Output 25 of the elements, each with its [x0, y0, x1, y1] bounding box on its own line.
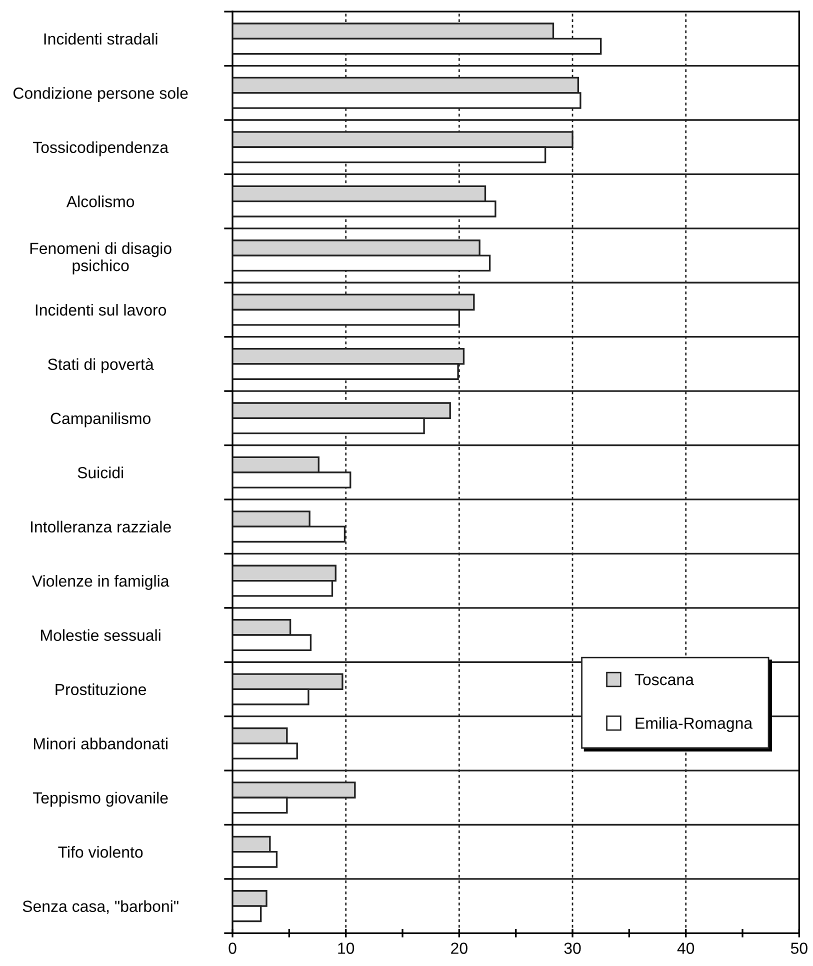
- y-tick-label: Suicidi: [78, 466, 124, 478]
- y-tick-label: Condizione persone sole: [13, 87, 188, 102]
- y-tick-label: Prostituzione: [56, 683, 146, 696]
- y-tick-label: Intolleranza razziale: [31, 520, 171, 533]
- legend-label: Toscana: [634, 674, 694, 686]
- y-tick-label: Tossicodipendenza: [33, 141, 169, 156]
- y-tick-label: Incidenti sul lavoro: [36, 304, 166, 316]
- y-tick-label: Molestie sessuali: [41, 629, 160, 641]
- y-tick-label: Violenze in famiglia: [32, 575, 170, 590]
- x-tick-label: 0: [228, 942, 236, 954]
- y-tick-label: Incidenti stradali: [44, 32, 158, 45]
- x-tick-label: 30: [564, 942, 581, 954]
- y-tick-label: Senza casa, "barboni": [22, 900, 178, 914]
- y-tick-label: Stati di povertà: [48, 358, 154, 374]
- y-tick-label: Campanilismo: [50, 412, 150, 428]
- y-tick-label: Fenomeni di disagio psichico: [30, 242, 172, 274]
- y-tick-label: Tifo violento: [58, 846, 143, 858]
- x-tick-label: 20: [451, 942, 468, 954]
- x-tick-label: 10: [338, 942, 354, 954]
- x-tick-label: 50: [790, 942, 808, 954]
- y-tick-label: Minori abbandonati: [34, 738, 168, 750]
- legend-label: Emilia-Romagna: [636, 717, 753, 732]
- x-tick-label: 40: [677, 942, 694, 954]
- y-tick-label: Teppismo giovanile: [33, 792, 168, 807]
- y-tick-label: Alcolismo: [66, 196, 134, 208]
